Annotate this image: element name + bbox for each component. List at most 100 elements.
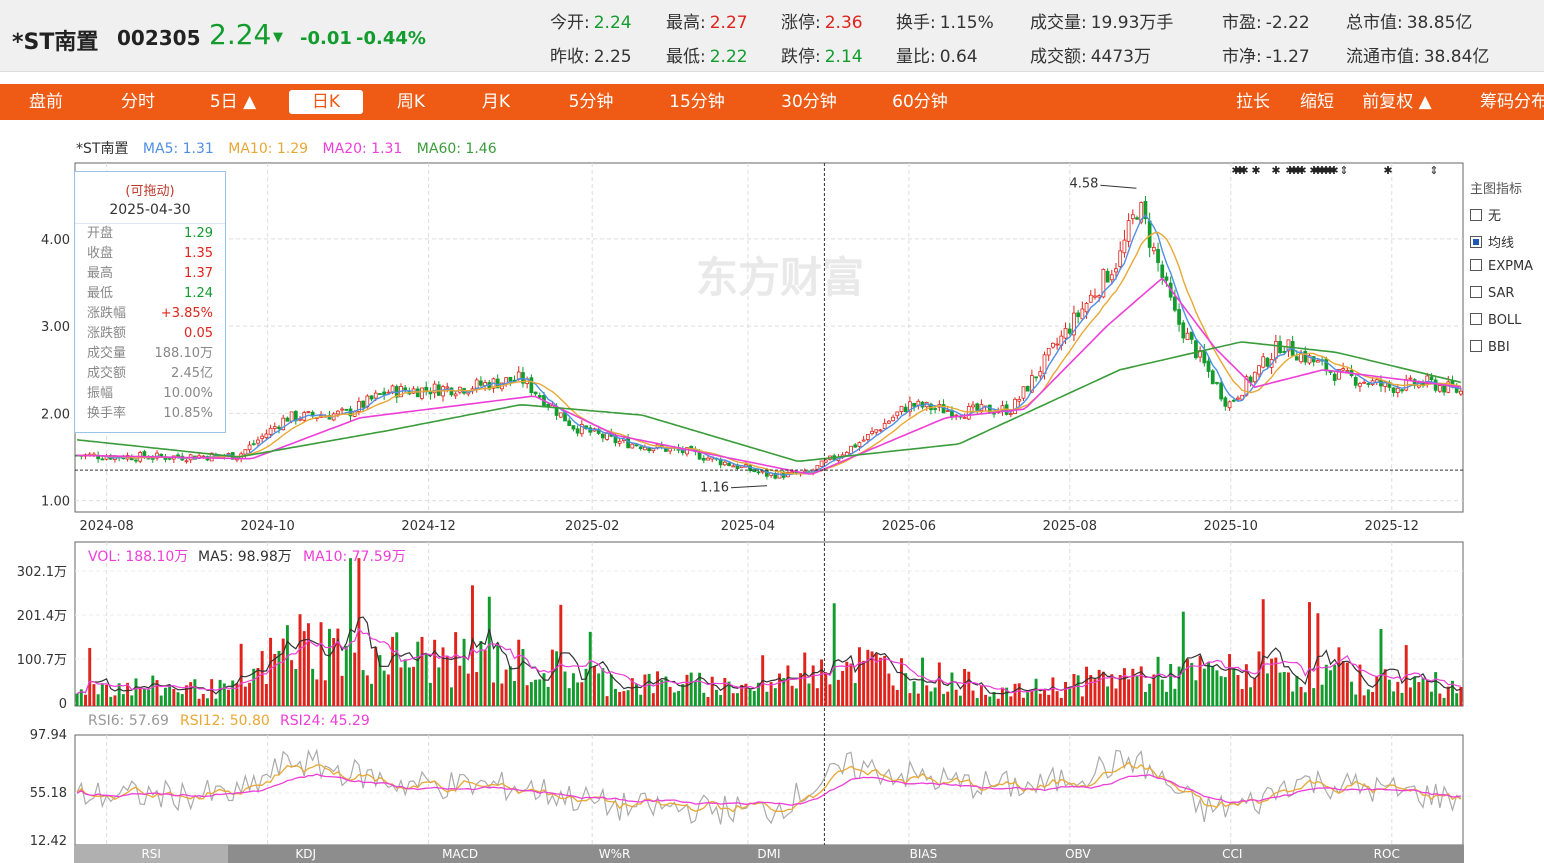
tab-period[interactable]: 日K — [289, 90, 363, 114]
volume-bar — [807, 683, 811, 706]
indicator-option[interactable]: SAR — [1470, 286, 1514, 301]
candle-body — [361, 400, 365, 408]
candle-body — [790, 471, 795, 474]
tab-period[interactable]: 15分钟 — [669, 92, 725, 112]
volume-bar — [445, 655, 449, 706]
candle-body — [453, 393, 458, 397]
volume-bar — [370, 683, 373, 706]
candle-body — [264, 433, 269, 438]
candle-body — [600, 433, 605, 439]
volume-bar — [517, 639, 521, 706]
volume-legend-item: MA5: 98.98万 — [198, 549, 292, 565]
checkbox-icon[interactable] — [1470, 236, 1482, 248]
indicator-option[interactable]: BOLL — [1470, 313, 1521, 328]
x-tick-label: 2024-08 — [80, 519, 134, 534]
x-tick-label: 2025-06 — [882, 519, 936, 534]
volume-bar — [1299, 686, 1303, 706]
candle-info-box[interactable]: (可拖动) 2025-04-30 开盘 1.29 收盘 1.35 最高 1.37 最低 1.2… — [74, 171, 226, 433]
toolbar-action[interactable]: 筹码分布 — [1480, 92, 1544, 112]
tab-period[interactable]: 分时 — [121, 92, 155, 112]
volume-bar — [689, 672, 693, 706]
tab-indicator[interactable]: MACD — [442, 847, 479, 861]
volume-bar — [883, 655, 887, 706]
candle-body — [1038, 371, 1043, 377]
checkbox-icon[interactable] — [1470, 259, 1482, 271]
volume-bar — [925, 685, 929, 706]
volume-bar — [479, 641, 483, 706]
legend-ma20: MA20: 1.31 — [322, 141, 403, 157]
volume-bar — [1387, 679, 1391, 706]
tab-indicator[interactable]: BIAS — [909, 847, 938, 861]
checkbox-icon[interactable] — [1470, 340, 1482, 352]
quote-stat: 市净: -1.27 — [1222, 42, 1310, 67]
toolbar-action[interactable]: 前复权 ▲ — [1362, 92, 1432, 112]
info-row: 成交量 188.10万 — [75, 344, 225, 364]
volume-bar — [1375, 676, 1379, 706]
tab-indicator[interactable]: OBV — [1065, 847, 1091, 861]
volume-bar — [277, 650, 281, 706]
rsi-tick-label: 55.18 — [30, 786, 67, 801]
candle-body — [1109, 274, 1114, 281]
indicator-option[interactable]: BBI — [1470, 340, 1510, 355]
candle-body — [865, 433, 870, 440]
toolbar-action[interactable]: 拉长 — [1236, 92, 1270, 112]
checkbox-icon[interactable] — [1470, 313, 1482, 325]
checkbox-icon[interactable] — [1470, 209, 1482, 221]
volume-bar — [1051, 677, 1055, 706]
tab-period[interactable]: 5日 ▲ — [209, 92, 257, 112]
volume-bar — [1396, 681, 1400, 706]
tab-indicator[interactable]: DMI — [757, 847, 781, 861]
price-down-icon: ▼ — [273, 30, 283, 45]
tab-indicator[interactable]: CCI — [1222, 847, 1243, 861]
volume-bar — [714, 689, 718, 706]
toolbar-action[interactable]: 缩短 — [1300, 92, 1334, 112]
quote-stat-value: -2.22 — [1265, 13, 1310, 33]
volume-bar — [138, 686, 142, 706]
volume-ma10-line — [76, 627, 1461, 695]
volume-bar — [424, 653, 428, 706]
candle-body — [432, 383, 437, 394]
tab-period[interactable]: 周K — [396, 92, 426, 112]
volume-bar — [487, 596, 491, 706]
volume-bar — [281, 638, 285, 706]
indicator-option[interactable]: 均线 — [1470, 232, 1514, 251]
candle-body — [424, 386, 429, 391]
tab-indicator[interactable]: RSI — [74, 845, 229, 863]
indicator-option[interactable]: EXPMA — [1470, 259, 1533, 274]
candle-body — [1135, 217, 1139, 220]
volume-bar — [1413, 677, 1417, 706]
tab-period[interactable]: 60分钟 — [892, 92, 948, 112]
tab-period[interactable]: 月K — [481, 92, 511, 112]
rsi6-line — [76, 748, 1462, 825]
volume-bar — [201, 694, 205, 706]
period-toolbar: 盘前 分时 5日 ▲ 日K 周K 月K 5分钟 15分钟 30分钟 60分钟 拉长 缩短 前复权 ▲ 筹码… — [0, 84, 1544, 120]
candle-body — [1093, 295, 1097, 298]
tab-indicator[interactable]: ROC — [1373, 847, 1400, 861]
volume-bar — [1211, 666, 1215, 706]
checkbox-icon[interactable] — [1470, 286, 1482, 298]
candle-body — [916, 400, 921, 406]
candle-body — [1156, 249, 1160, 263]
volume-bar — [841, 670, 845, 706]
tab-indicator[interactable]: W%R — [598, 847, 631, 861]
volume-bar — [1047, 694, 1051, 706]
volume-bar — [227, 689, 230, 706]
volume-bar — [1160, 679, 1164, 706]
tab-period[interactable]: 盘前 — [29, 92, 63, 112]
candle-body — [630, 443, 635, 449]
candle-body — [285, 417, 290, 422]
sub-indicator-tabs: RSI KDJ MACD W%R DMI BIAS OBV CCI ROC — [74, 845, 1464, 863]
tab-period[interactable]: 30分钟 — [781, 92, 837, 112]
volume-bar — [1265, 673, 1269, 706]
candle-body — [260, 435, 265, 439]
indicator-option[interactable]: 无 — [1470, 205, 1501, 224]
candle-body — [899, 405, 904, 412]
tab-indicator[interactable]: KDJ — [295, 847, 316, 861]
event-marker-icon: ✱ — [1271, 164, 1280, 177]
volume-bar — [1139, 666, 1143, 706]
tab-period[interactable]: 5分钟 — [568, 92, 614, 112]
candle-body — [1210, 370, 1215, 385]
candle-body — [1088, 294, 1093, 303]
candle-body — [1072, 312, 1076, 336]
